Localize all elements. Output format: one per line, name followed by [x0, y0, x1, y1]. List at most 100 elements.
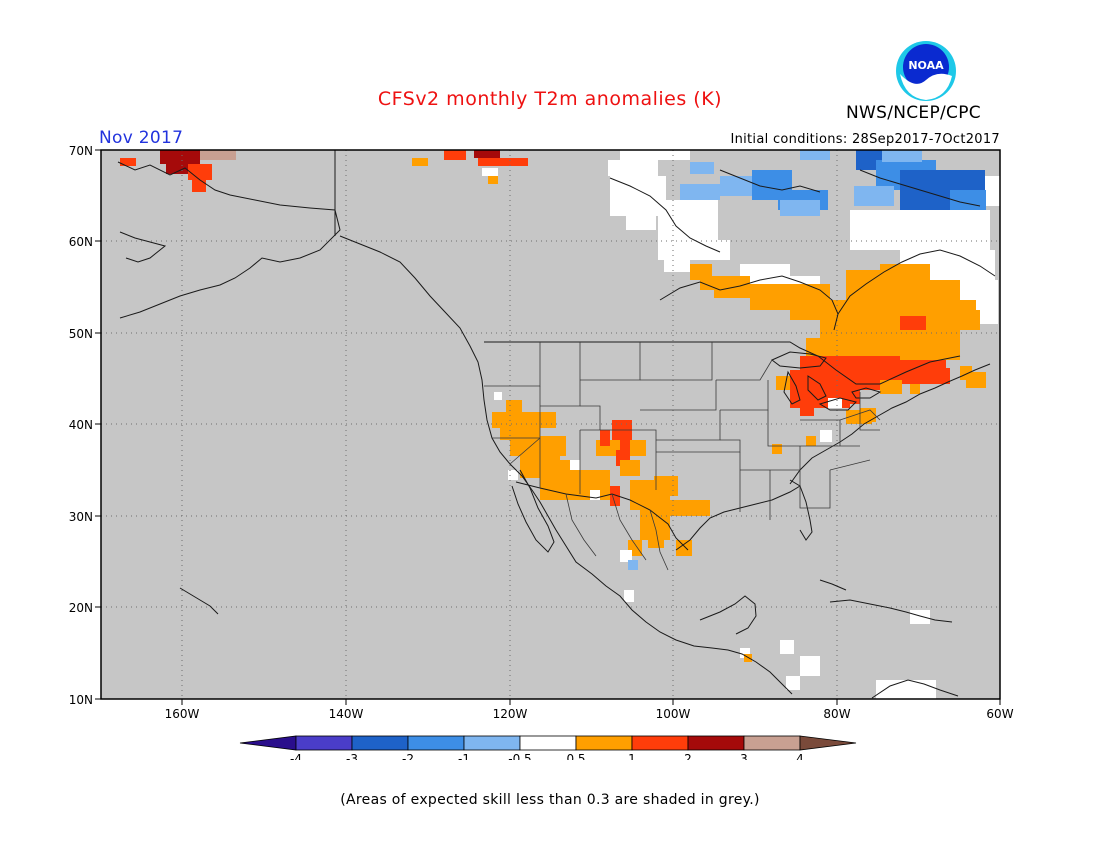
colorbar-segment [631, 735, 689, 751]
great-lakes [771, 351, 882, 411]
lon-label: 60W [986, 707, 1013, 721]
anomaly-cell [626, 216, 656, 230]
lat-label: 30N [69, 510, 93, 524]
anomaly-cell [900, 368, 950, 384]
colorbar-segment [463, 735, 521, 751]
anomaly-cell [950, 190, 986, 210]
anomaly-cell [610, 486, 620, 506]
colorbar: -4 -3 -2 -1 -0.5 0.5 1 2 3 4 [239, 735, 857, 760]
lon-label: 140W [329, 707, 364, 721]
map-title: CFSv2 monthly T2m anomalies (K) [377, 88, 723, 110]
anomaly-cell [620, 150, 690, 160]
lat-label: 10N [69, 693, 93, 707]
anomaly-cell [790, 370, 806, 390]
anomaly-cell [620, 432, 630, 452]
anomaly-cell [624, 590, 634, 602]
lat-label: 70N [69, 144, 93, 158]
anomaly-cell [740, 648, 750, 658]
country-borders [334, 150, 961, 551]
anomaly-cell [570, 460, 580, 470]
colorbar-label: -2 [402, 752, 414, 760]
colorbar-segment [743, 735, 801, 751]
lat-label: 60N [69, 235, 93, 249]
axis-ticks [95, 149, 1001, 705]
anomaly-cell [620, 550, 632, 562]
anomaly-cell [720, 176, 760, 196]
anomaly-cell [846, 270, 906, 340]
anomaly-cell [960, 310, 980, 330]
coastlines [117, 161, 996, 699]
anomaly-cell [494, 392, 502, 400]
anomaly-cell [166, 164, 196, 174]
anomaly-cell [508, 470, 518, 480]
anomaly-cell [848, 394, 860, 404]
anomaly-cell [488, 176, 498, 184]
colorbar-label: -0.5 [508, 752, 531, 760]
anomaly-cell [478, 158, 528, 166]
lon-label: 80W [823, 707, 850, 721]
colorbar-segment [519, 735, 577, 751]
anomaly-cell [192, 178, 206, 192]
anomaly-cell [160, 150, 200, 164]
anomaly-cell [600, 430, 610, 446]
initial-conditions: Initial conditions: 28Sep2017-7Oct2017 [730, 132, 1000, 147]
anomaly-cell [880, 380, 902, 394]
colorbar-arrow-left [239, 735, 297, 751]
anomaly-cell [846, 410, 872, 424]
anomaly-cell [700, 276, 750, 290]
anomaly-cell [910, 610, 930, 624]
colorbar-segment [687, 735, 745, 751]
anomaly-cell [772, 444, 782, 454]
anomaly-cell [628, 560, 638, 570]
colorbar-segment [575, 735, 633, 751]
colorbar-label: -3 [346, 752, 358, 760]
anomaly-cell [444, 150, 466, 160]
anomaly-cell [510, 436, 566, 456]
anomaly-cell [120, 158, 136, 166]
anomaly-cell [790, 300, 846, 320]
colorbar-segment [295, 735, 353, 751]
anomaly-cell [654, 476, 678, 496]
anomaly-cell [680, 184, 720, 200]
lat-label: 20N [69, 601, 93, 615]
anomaly-cell [806, 436, 816, 446]
anomaly-cell [850, 210, 990, 250]
noaa-logo-icon: NOAA [896, 41, 956, 101]
logo-text: NOAA [908, 59, 944, 72]
agency-label: NWS/NCEP/CPC [846, 103, 981, 123]
anomaly-cells [120, 150, 1000, 699]
lat-label: 40N [69, 418, 93, 432]
colorbar-label: -1 [458, 752, 470, 760]
anomaly-cell [786, 676, 800, 690]
anomaly-cell [412, 158, 428, 166]
colorbar-label: 1 [628, 752, 636, 760]
forecast-period: Nov 2017 [99, 128, 184, 148]
anomaly-cell [780, 200, 820, 216]
anomaly-map: 160W 140W 120W 100W 80W 60W 70N 60N 50N … [69, 144, 1014, 760]
colorbar-label: 0.5 [566, 752, 585, 760]
anomaly-cell [740, 264, 790, 284]
anomaly-cell [200, 150, 236, 160]
skill-footnote: (Areas of expected skill less than 0.3 a… [340, 792, 760, 808]
colorbar-label: -4 [290, 752, 302, 760]
lon-label: 120W [493, 707, 528, 721]
anomaly-cell [690, 162, 714, 174]
colorbar-label: 3 [740, 752, 748, 760]
anomaly-cell [664, 256, 690, 272]
anomaly-cell [800, 150, 830, 160]
lon-label: 100W [656, 707, 691, 721]
anomaly-cell [648, 532, 664, 548]
anomaly-cell [854, 186, 894, 206]
colorbar-label: 4 [796, 752, 804, 760]
anomaly-cell [676, 540, 692, 556]
lat-label: 50N [69, 327, 93, 341]
anomaly-cell [520, 412, 556, 428]
anomaly-cell [506, 400, 522, 420]
anomaly-cell [828, 398, 842, 408]
anomaly-cell [880, 264, 930, 280]
anomaly-cell [776, 376, 790, 390]
colorbar-arrow-right [799, 735, 857, 751]
anomaly-cell [900, 316, 926, 330]
mexico-borders [565, 493, 669, 571]
anomaly-cell [660, 500, 710, 516]
